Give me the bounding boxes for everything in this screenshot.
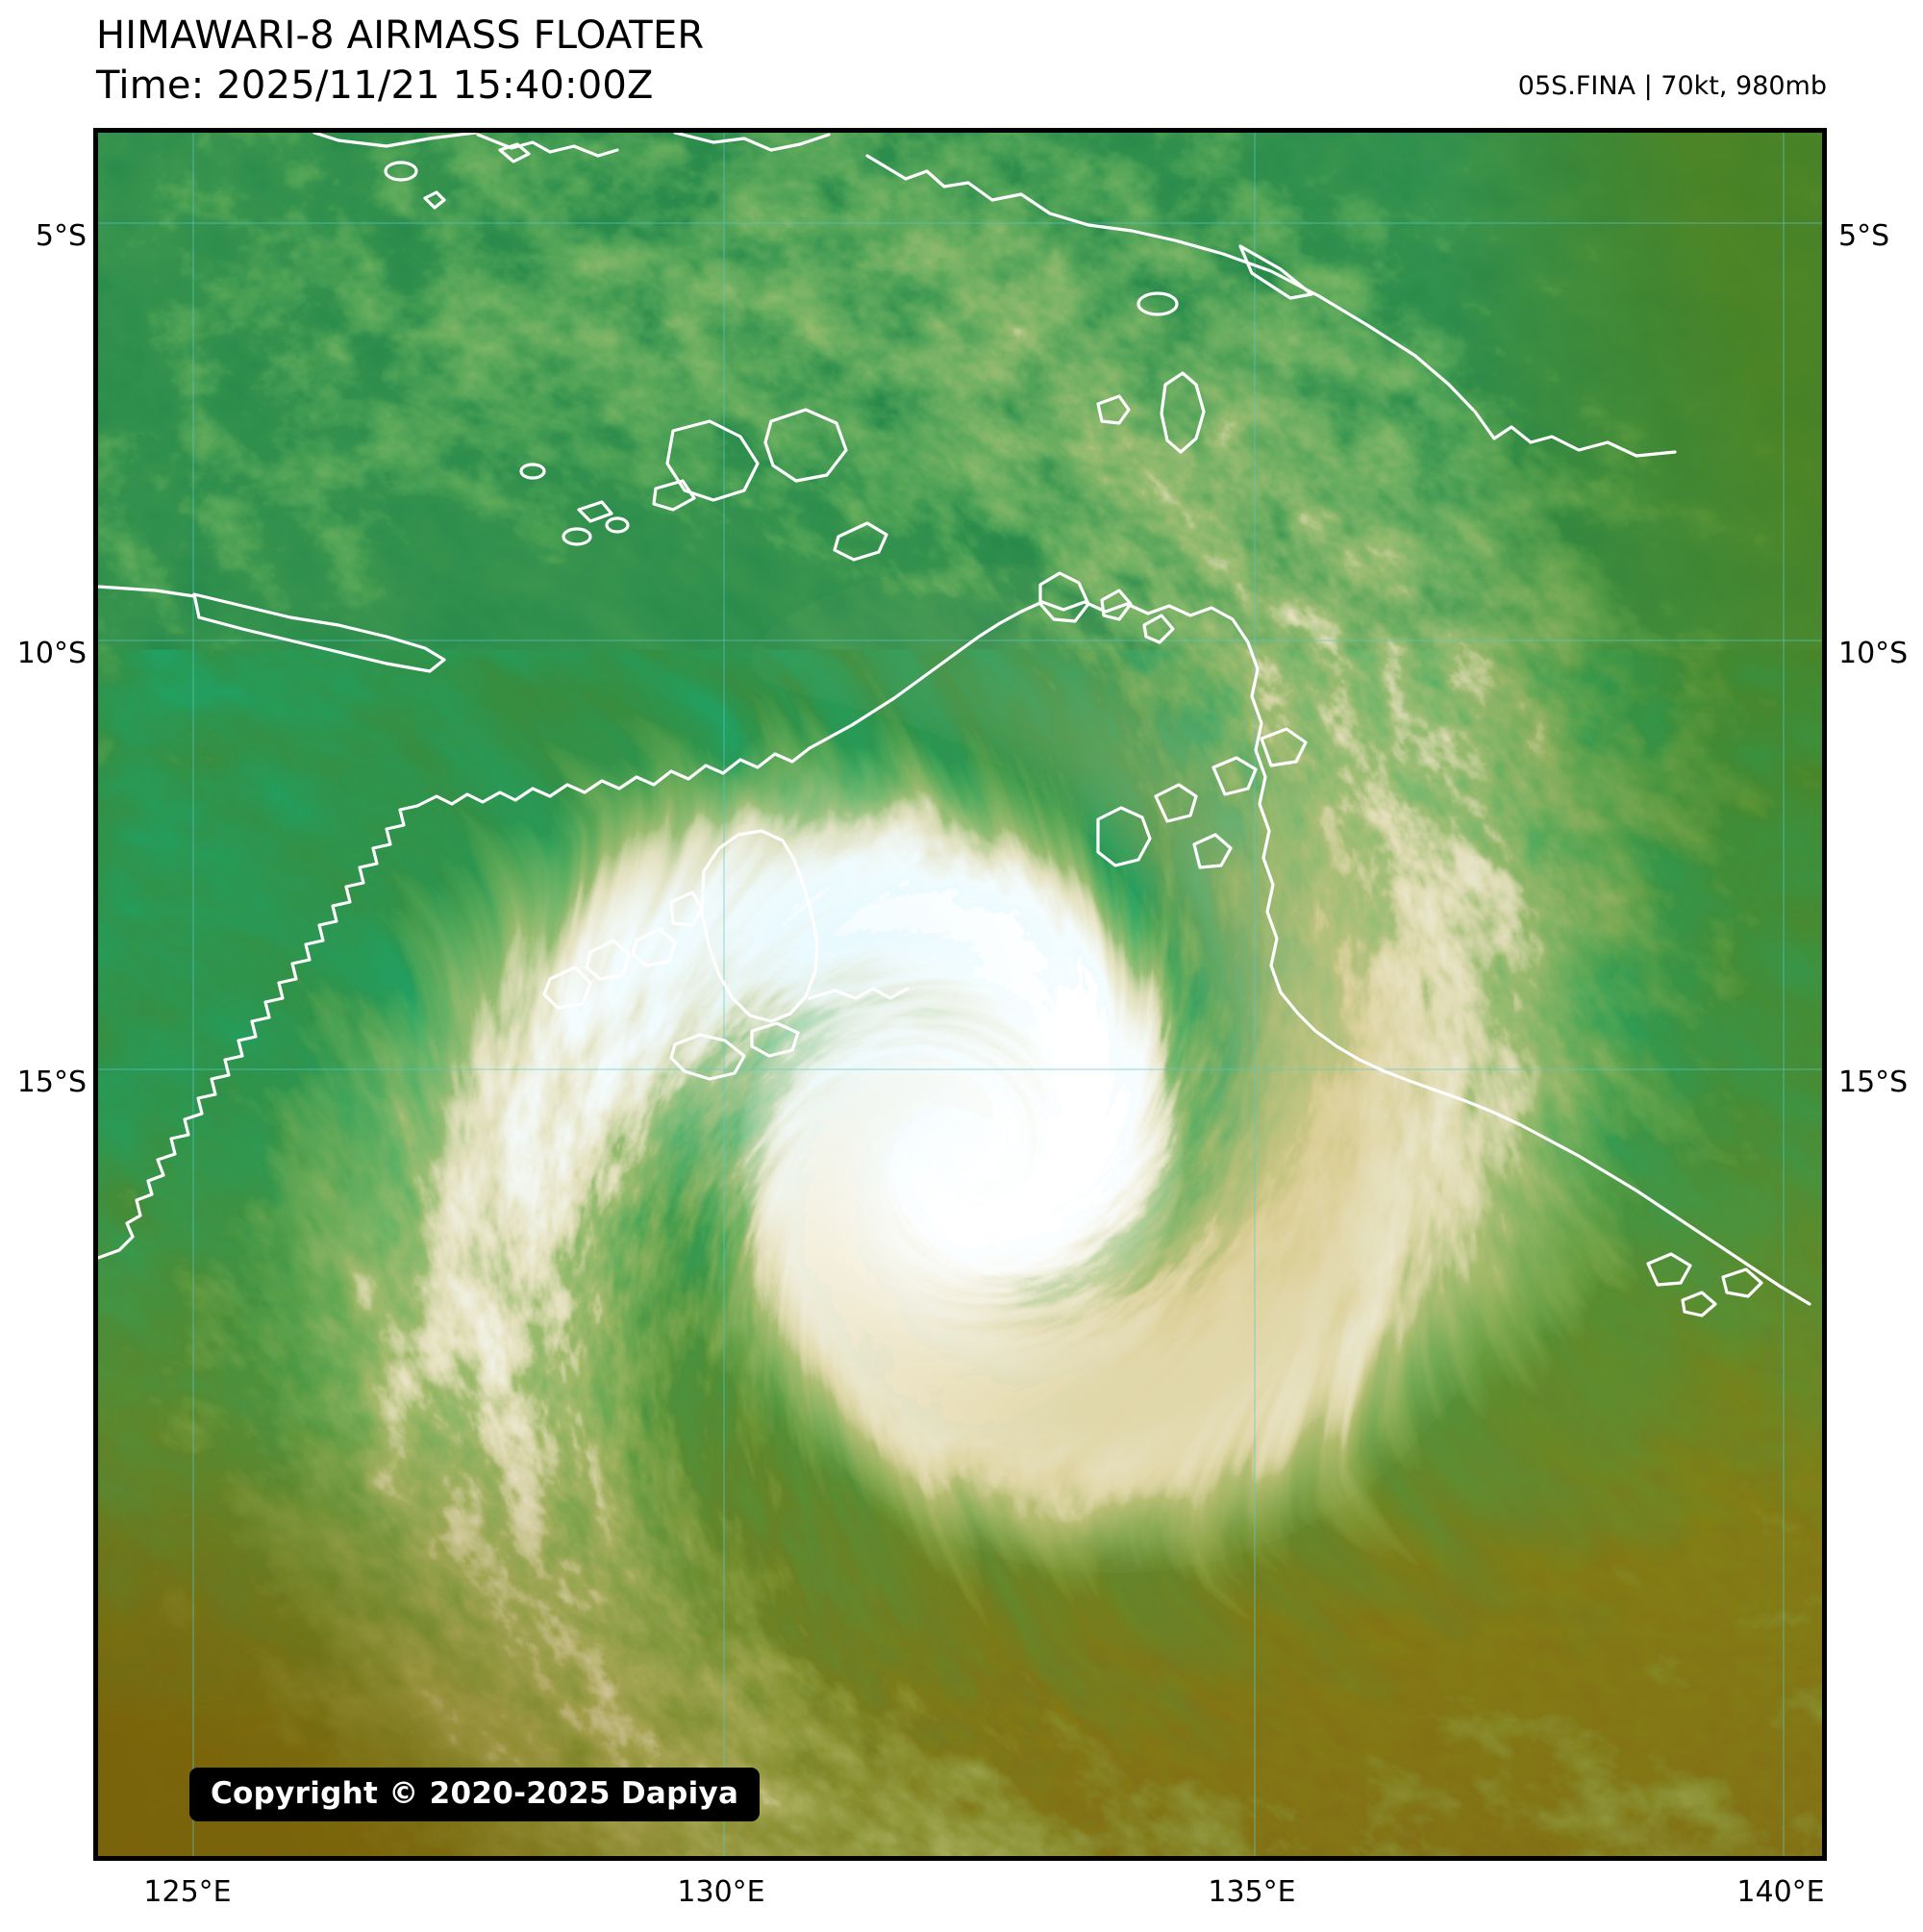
airmass-rgb-canvas bbox=[98, 133, 1822, 1856]
lon-label-140e: 140°E bbox=[1736, 1875, 1825, 1909]
lat-label-left-10s: 10°S bbox=[16, 637, 87, 670]
lat-label-left-5s: 5°S bbox=[35, 219, 87, 253]
lon-label-125e: 125°E bbox=[143, 1875, 232, 1909]
copyright-badge: Copyright © 2020-2025 Dapiya bbox=[189, 1768, 761, 1821]
page-title: HIMAWARI-8 AIRMASS FLOATER bbox=[96, 13, 705, 58]
lat-label-right-5s: 5°S bbox=[1838, 219, 1890, 253]
lon-label-135e: 135°E bbox=[1208, 1875, 1296, 1909]
lon-label-130e: 130°E bbox=[677, 1875, 765, 1909]
lat-label-right-15s: 15°S bbox=[1838, 1066, 1909, 1099]
satellite-image-panel[interactable]: Copyright © 2020-2025 Dapiya bbox=[93, 128, 1827, 1861]
lat-label-left-15s: 15°S bbox=[16, 1066, 87, 1099]
airmass-rgb-raster bbox=[98, 133, 1822, 1856]
storm-info-label: 05S.FINA | 70kt, 980mb bbox=[1517, 71, 1827, 101]
lat-label-right-10s: 10°S bbox=[1838, 637, 1909, 670]
timestamp-label: Time: 2025/11/21 15:40:00Z bbox=[96, 63, 654, 108]
